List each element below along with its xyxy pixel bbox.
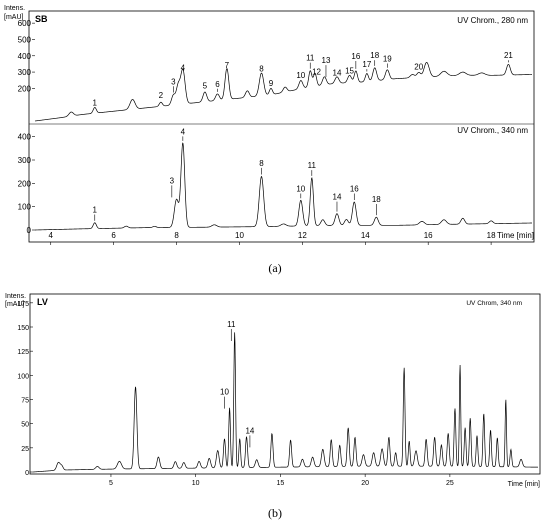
panel-b-x-axis-label: Time [min]: [508, 481, 540, 488]
panel-b-trace-label: UV Chrom, 340 nm: [466, 300, 522, 307]
y-tick-label: 300: [18, 156, 32, 165]
peak-label: 17: [362, 60, 371, 69]
panel-b-frame: [29, 293, 541, 475]
peak-label: 10: [296, 185, 305, 194]
y-tick-label: 50: [21, 422, 29, 429]
peak-label: 11: [306, 54, 315, 63]
x-tick-label: 4: [49, 231, 54, 240]
peak-label: 9: [269, 79, 274, 88]
peak-label: 10: [296, 71, 305, 80]
y-tick-label: 100: [18, 203, 32, 212]
panel-b-y-unit-line1: Intens.: [5, 293, 26, 300]
x-tick-label: 5: [109, 480, 113, 487]
peak-label: 16: [351, 52, 360, 61]
x-tick-label: 14: [361, 231, 370, 240]
y-tick-label: 600: [18, 19, 32, 28]
panel-b-x-ticks: 5 10 15 20 25: [109, 474, 454, 487]
y-tick-label: 25: [21, 446, 29, 453]
panel-a-trace1-y-ticks: 200 300 400 500 600: [18, 19, 35, 93]
y-tick-label: 400: [18, 52, 32, 61]
panel-b-y-unit-line2: [mAU]: [5, 301, 25, 308]
peak-label: 13: [322, 56, 331, 65]
peak-label: 11: [308, 161, 317, 170]
peak-label: 14: [333, 68, 342, 77]
panel-a-frame: [28, 10, 535, 243]
x-tick-label: 20: [361, 480, 369, 487]
y-tick-label: 400: [18, 133, 32, 142]
peak-label: 3: [171, 77, 176, 86]
panel-a-x-ticks: 4 6 8 10 12 14 16 18: [49, 231, 496, 245]
peak-label: 16: [350, 185, 359, 194]
x-tick-label: 10: [192, 480, 200, 487]
peak-label: 5: [203, 81, 208, 90]
peak-label: 6: [215, 80, 220, 89]
peak-label: 4: [181, 63, 186, 72]
peak-label: 1: [93, 206, 98, 215]
panel-a-trace1-line: [34, 62, 533, 122]
peak-label: 21: [504, 51, 513, 60]
panel-a-trace2-label: UV Chrom., 340 nm: [457, 126, 528, 135]
y-tick-label: 200: [18, 84, 32, 93]
panel-a-trace1-label: UV Chrom., 280 nm: [457, 16, 528, 25]
panel-a-trace2-y-ticks: 0 100 200 300 400: [18, 133, 35, 235]
y-tick-label: 75: [21, 398, 29, 405]
y-tick-label: 125: [17, 349, 29, 356]
panel-a-y-unit-line1: Intens.: [4, 5, 25, 12]
panel-b-caption: (b): [268, 506, 282, 520]
peak-label: 8: [259, 159, 264, 168]
x-tick-label: 15: [277, 480, 285, 487]
panel-a-sample-label: SB: [35, 14, 48, 24]
peak-label: 14: [245, 426, 254, 435]
panel-b: Intens. [mAU] LV UV Chrom, 340 nm Time […: [5, 293, 541, 488]
peak-label: 12: [312, 68, 321, 77]
x-tick-label: 8: [174, 231, 179, 240]
panel-a-trace2-line: [34, 142, 533, 231]
y-tick-label: 500: [18, 35, 32, 44]
peak-label: 19: [383, 54, 392, 63]
panel-b-trace-line: [32, 332, 539, 473]
peak-label: 18: [370, 51, 379, 60]
panel-a: Intens. [mAU] SB UV Chrom., 280 nm UV Ch…: [4, 5, 535, 245]
x-tick-label: 10: [235, 231, 244, 240]
panel-a-y-unit-line2: [mAU]: [4, 14, 24, 21]
panel-a-caption: (a): [268, 261, 281, 275]
peak-label: 7: [225, 61, 230, 70]
peak-label: 1: [93, 99, 98, 108]
panel-b-peak-labels: 10 11 14: [220, 320, 255, 448]
x-tick-label: 18: [487, 231, 496, 240]
peak-label: 18: [372, 195, 381, 204]
peak-label: 14: [333, 193, 342, 202]
x-tick-label: 16: [424, 231, 433, 240]
peak-label: 3: [170, 176, 175, 185]
panel-a-trace2-peak-labels: 1 3 4 8 10 11 14 16 18: [93, 127, 381, 221]
peak-label: 15: [345, 67, 354, 76]
y-tick-label: 300: [18, 68, 32, 77]
panel-b-y-ticks: 0 25 50 75 100 125 150 175: [17, 301, 33, 477]
peak-label: 10: [220, 388, 229, 397]
y-tick-label: 150: [17, 325, 29, 332]
y-tick-label: 200: [18, 179, 32, 188]
peak-label: 4: [181, 127, 186, 136]
panel-b-sample-label: LV: [37, 297, 48, 307]
peak-label: 20: [414, 63, 423, 72]
peak-label: 2: [159, 91, 164, 100]
peak-label: 11: [227, 320, 236, 329]
panel-a-x-axis-label: Time [min]: [497, 231, 534, 240]
peak-label: 8: [259, 64, 264, 73]
y-tick-label: 100: [17, 373, 29, 380]
y-tick-label: 0: [25, 470, 29, 477]
x-tick-label: 25: [446, 480, 454, 487]
y-tick-label: 0: [27, 226, 32, 235]
x-tick-label: 12: [298, 231, 307, 240]
y-tick-label: 175: [17, 301, 29, 308]
x-tick-label: 6: [111, 231, 116, 240]
